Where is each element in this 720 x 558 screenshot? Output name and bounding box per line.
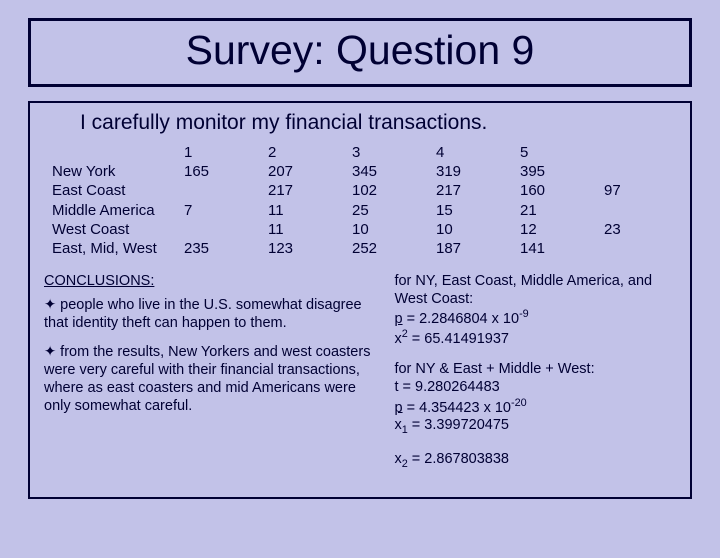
row-label: East, Mid, West — [50, 239, 182, 258]
survey-statement: I carefully monitor my financial transac… — [80, 111, 676, 135]
data-table: 1 2 3 4 5 New York 165 207 345 319 395 E… — [50, 143, 666, 258]
stats2-x2: x2 = 2.867803838 — [394, 450, 676, 471]
table-row: West Coast 11 10 10 12 23 — [50, 220, 666, 239]
stats1-intro: for NY, East Coast, Middle America, and … — [394, 272, 676, 308]
col-header: 3 — [350, 143, 434, 162]
row-label: New York — [50, 162, 182, 181]
table-header-row: 1 2 3 4 5 — [50, 143, 666, 162]
table-row: New York 165 207 345 319 395 — [50, 162, 666, 181]
stats-block-2: for NY & East + Middle + West: t = 9.280… — [394, 360, 676, 438]
col-header: 5 — [518, 143, 602, 162]
stats2-t: t = 9.280264483 — [394, 378, 676, 396]
conclusions-heading: CONCLUSIONS: — [44, 272, 374, 290]
stats1-x2: x2 = 65.41491937 — [394, 328, 676, 348]
row-label: Middle America — [50, 201, 182, 220]
row-label: West Coast — [50, 220, 182, 239]
col-header: 1 — [182, 143, 266, 162]
stats1-p: p = 2.2846804 x 10-9 — [394, 308, 676, 328]
conclusions-column: CONCLUSIONS: ✦ people who live in the U.… — [44, 272, 388, 471]
col-header: 4 — [434, 143, 518, 162]
stats-column: for NY, East Coast, Middle America, and … — [388, 272, 676, 471]
bullet-1: ✦ people who live in the U.S. somewhat d… — [44, 296, 374, 332]
stats-block-1: for NY, East Coast, Middle America, and … — [394, 272, 676, 348]
table-row: East, Mid, West 235 123 252 187 141 — [50, 239, 666, 258]
row-label: East Coast — [50, 181, 182, 200]
stats2-p: p = 4.354423 x 10-20 — [394, 397, 676, 417]
lower-section: CONCLUSIONS: ✦ people who live in the U.… — [44, 272, 676, 471]
col-header: 2 — [266, 143, 350, 162]
stats2-x1: x1 = 3.399720475 — [394, 416, 676, 437]
bullet-2: ✦ from the results, New Yorkers and west… — [44, 343, 374, 416]
col-header — [602, 143, 666, 162]
table-row: East Coast 217 102 217 160 97 — [50, 181, 666, 200]
page-title: Survey: Question 9 — [41, 27, 679, 74]
title-box: Survey: Question 9 — [28, 18, 692, 87]
stats2-intro: for NY & East + Middle + West: — [394, 360, 676, 378]
table-row: Middle America 7 11 25 15 21 — [50, 201, 666, 220]
content-box: I carefully monitor my financial transac… — [28, 101, 692, 499]
